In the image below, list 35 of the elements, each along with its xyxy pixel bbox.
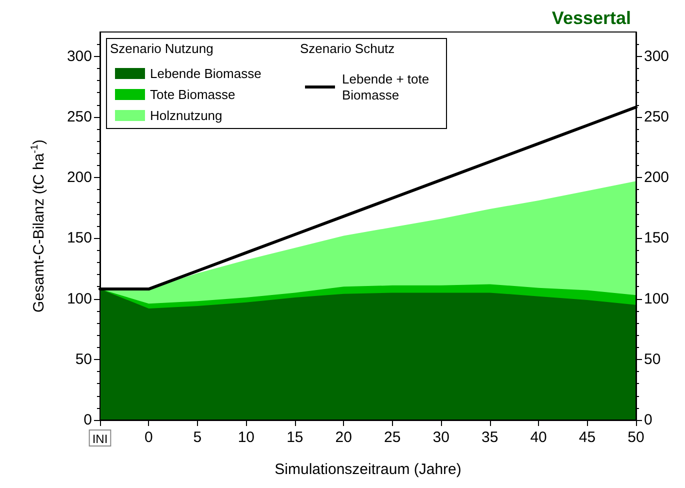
chart-title: Vessertal xyxy=(552,8,632,28)
y2-tick-label: 50 xyxy=(644,350,661,368)
y-tick-label: 200 xyxy=(66,169,92,186)
x-tick-label: 50 xyxy=(628,429,644,446)
annotation: Szenario Schutz xyxy=(300,41,395,56)
x-tick-label: 5 xyxy=(193,429,202,446)
y-tick-label: 300 xyxy=(66,48,92,65)
x-tick-label: 40 xyxy=(530,429,547,446)
x-tick-label: 20 xyxy=(335,429,352,446)
x-tick-label: 30 xyxy=(432,429,450,446)
legend-title: Szenario Nutzung xyxy=(110,41,214,56)
legend-label: Tote Biomasse xyxy=(150,87,236,102)
x-tick-label: 15 xyxy=(286,429,304,446)
x-tick-label: INI xyxy=(92,432,108,446)
y-tick-label: 250 xyxy=(66,108,92,126)
legend-label: Lebende + tote Biomasse xyxy=(342,72,433,102)
y2-tick-label: 300 xyxy=(644,48,670,65)
y-tick-label: 100 xyxy=(66,290,92,308)
y2-tick-label: 250 xyxy=(644,108,670,126)
x-tick-label: 45 xyxy=(578,429,596,446)
legend-label: Lebende Biomasse xyxy=(150,66,262,81)
y-axis-title: Gesamt-C-Bilanz (tC ha-1) xyxy=(30,139,48,313)
x-tick-label: 25 xyxy=(384,429,401,446)
y2-tick-label: 150 xyxy=(644,230,670,247)
x-tick-label: 10 xyxy=(238,429,255,446)
legend-label: Holznutzung xyxy=(150,108,222,123)
y-tick-label: 0 xyxy=(84,412,92,428)
x-tick-label: 0 xyxy=(144,429,153,446)
x-tick-label: 35 xyxy=(481,429,498,446)
y2-tick-label: 100 xyxy=(644,290,670,308)
y-tick-label: 50 xyxy=(75,350,92,368)
y-tick-label: 150 xyxy=(66,230,92,247)
y2-tick-label: 200 xyxy=(644,169,670,186)
x-axis-title: Simulationszeitraum (Jahre) xyxy=(274,461,462,478)
y2-tick-label: 0 xyxy=(644,412,652,428)
